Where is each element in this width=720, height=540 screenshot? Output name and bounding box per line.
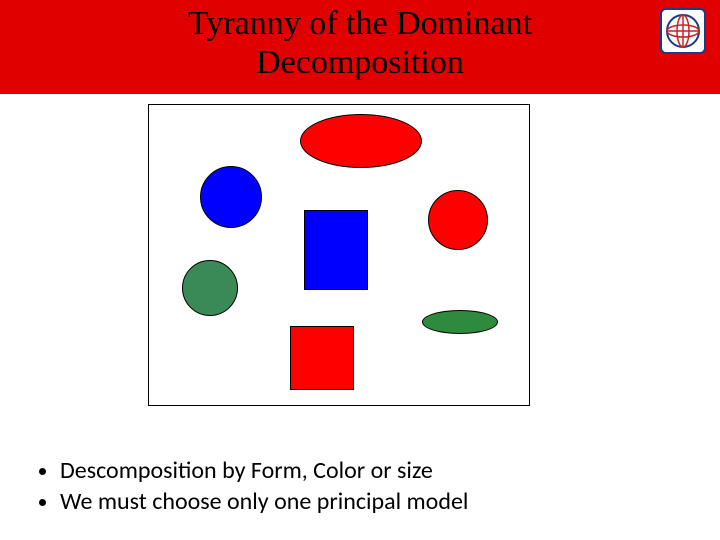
slide: Tyranny of the Dominant Decomposition De… — [0, 0, 720, 540]
bullet-item: We must choose only one principal model — [60, 487, 468, 516]
bullet-item: Descomposition by Form, Color or size — [60, 456, 468, 485]
shape-rect-blue — [304, 210, 368, 290]
bullet-list: Descomposition by Form, Color or sizeWe … — [30, 454, 468, 518]
shape-ellipse-green-flat — [422, 310, 498, 334]
title-line1: Tyranny of the Dominant — [188, 5, 532, 42]
title-banner: Tyranny of the Dominant Decomposition — [0, 0, 720, 94]
shape-circle-blue — [200, 166, 262, 228]
shape-ellipse-red-top — [300, 114, 422, 168]
globe-logo-icon — [660, 8, 706, 54]
title-line2: Decomposition — [256, 44, 464, 81]
shape-circle-green — [182, 260, 238, 316]
shape-circle-red — [428, 190, 488, 250]
shape-rect-red — [290, 326, 354, 390]
